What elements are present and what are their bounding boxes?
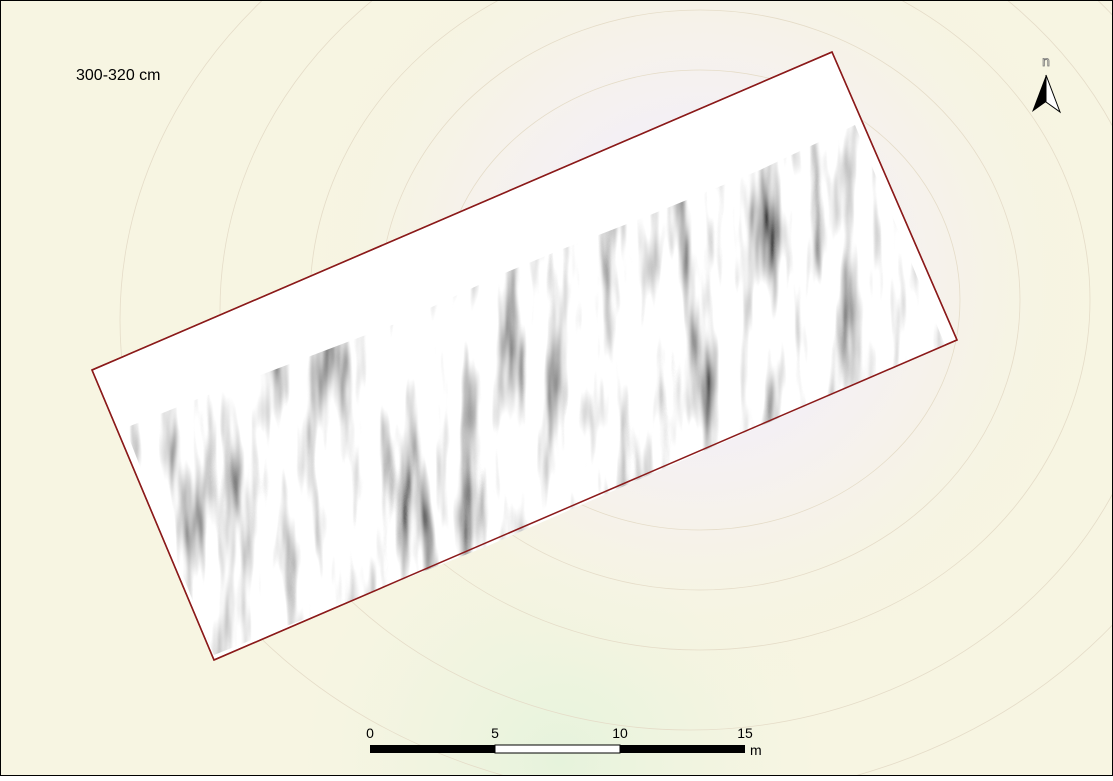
scale-label: 15 (737, 725, 753, 741)
depth-label: 300-320 cm (76, 67, 161, 84)
scale-segment (495, 745, 620, 753)
scale-label: 10 (612, 725, 628, 741)
scale-segment (370, 745, 495, 753)
scale-segment (620, 745, 745, 753)
map: 300-320 cm n 0 5 10 15 m (0, 0, 1113, 776)
scale-label: 0 (366, 725, 374, 741)
scale-unit: m (750, 742, 762, 758)
scale-label: 5 (491, 725, 499, 741)
north-label: n (1042, 53, 1050, 69)
